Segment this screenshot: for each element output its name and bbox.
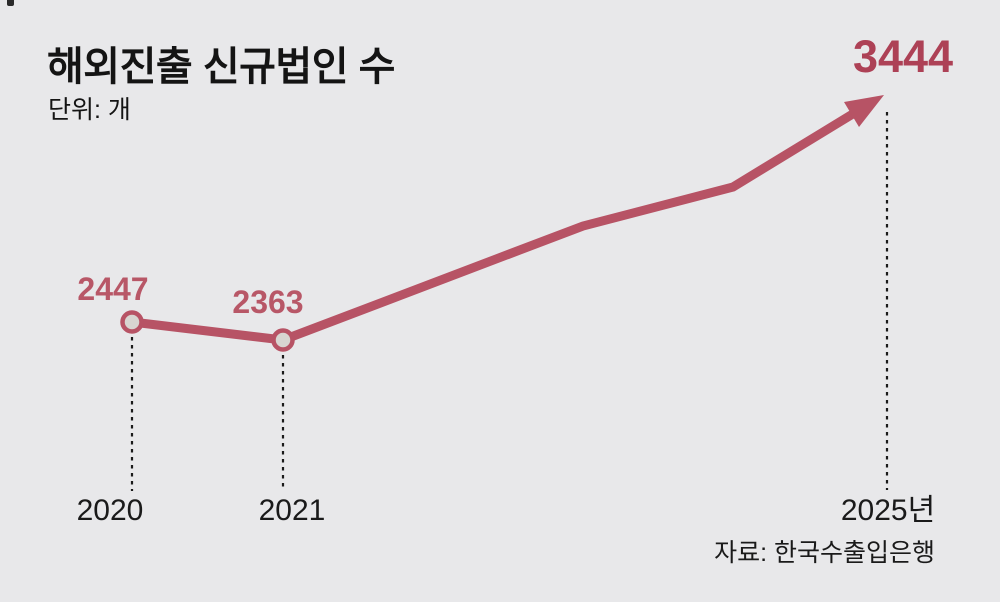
corner-artifact [7,0,14,6]
x-axis-label-2020: 2020 [76,494,144,527]
data-point-2021 [271,328,295,352]
data-point-2020 [120,310,144,334]
chart-title: 해외진출 신규법인 수 [47,45,395,89]
value-label-2025: 3444 [852,31,954,82]
value-label-2021: 2363 [232,284,304,320]
value-label-2020: 2447 [77,271,149,307]
arrow-head-icon [844,95,884,127]
x-axis-label-2025: 2025년 [840,494,936,527]
x-axis-label-2021: 2021 [258,494,326,527]
source-credit: 자료: 한국수출입은행 [714,539,935,567]
unit-label: 단위: 개 [48,96,131,124]
trend-line [131,108,859,345]
